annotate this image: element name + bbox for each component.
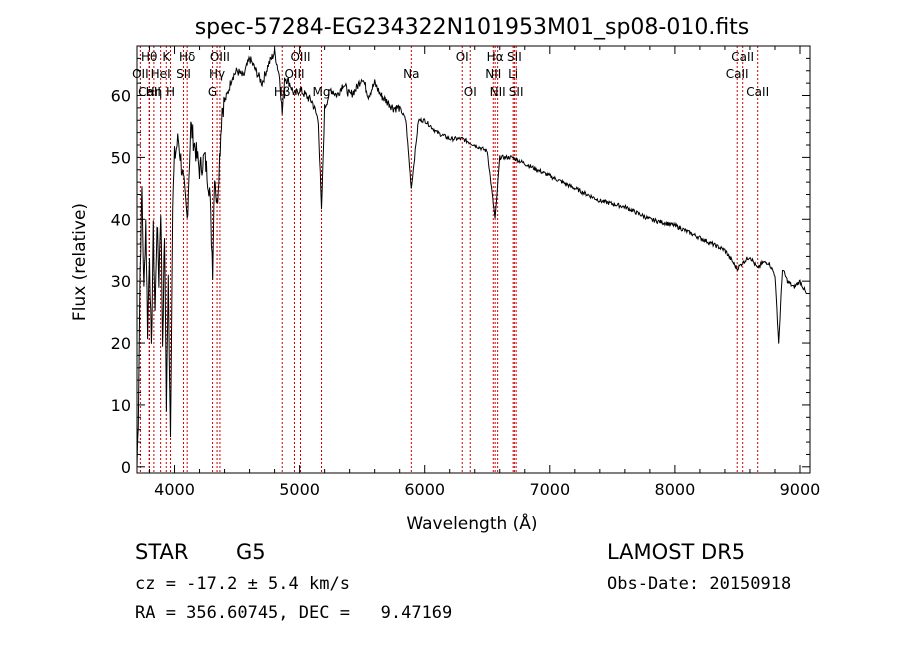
y-axis: 0 10 20 30 40 50 60: [111, 57, 810, 477]
line-label-CaII: CaII: [731, 50, 754, 64]
x-tick-label: 4000: [154, 480, 195, 499]
line-label-Hα: Hα: [487, 50, 504, 64]
line-label-Li: Li: [508, 67, 518, 81]
spectral-line-markers: [139, 46, 759, 473]
line-label-G: G: [208, 85, 217, 99]
line-label-SII: SII: [176, 67, 191, 81]
line-label-CaII: CaII: [726, 67, 749, 81]
y-tick-label: 50: [111, 148, 131, 167]
y-axis-label: Flux (relative): [70, 203, 90, 321]
line-label-OI: OI: [456, 50, 469, 64]
x-tick-label: 6000: [404, 480, 445, 499]
line-label-OII: OII: [132, 67, 149, 81]
y-tick-label: 10: [111, 396, 131, 415]
y-tick-label: 40: [111, 210, 131, 229]
line-label-Hη: Hη: [146, 85, 163, 99]
line-label-NII: NII: [485, 67, 501, 81]
y-tick-label: 60: [111, 87, 131, 106]
line-label-Hγ: Hγ: [209, 67, 225, 81]
x-axis: 4000 5000 6000 7000 8000 9000: [149, 46, 821, 499]
line-label-SII: SII: [507, 50, 522, 64]
line-label-Hδ: Hδ: [179, 50, 195, 64]
obs-date: Obs-Date: 20150918: [607, 574, 792, 594]
x-tick-label: 7000: [529, 480, 570, 499]
line-label-Na: Na: [403, 67, 419, 81]
chart-title: spec-57284-EG234322N101953M01_sp08-010.f…: [195, 15, 750, 40]
line-label-Mg: Mg: [313, 85, 331, 99]
line-label-NII: NII: [490, 85, 506, 99]
line-label-Hθ: Hθ: [141, 50, 157, 64]
object-class: STAR: [135, 540, 189, 564]
y-tick-label: 30: [111, 272, 131, 291]
line-label-OIII: OIII: [284, 67, 304, 81]
line-label-SII: SII: [509, 85, 524, 99]
line-label-OIII: OIII: [210, 50, 230, 64]
line-label-Hβ: Hβ: [274, 85, 291, 99]
y-tick-label: 0: [121, 458, 131, 477]
x-axis-label: Wavelength (Å): [406, 512, 537, 534]
plot-frame: [136, 45, 811, 474]
spectrum-line: [136, 48, 807, 468]
redshift-cz: cz = -17.2 ± 5.4 km/s: [135, 574, 350, 594]
survey-name: LAMOST DR5: [607, 540, 746, 564]
coordinates: RA = 356.60745, DEC = 9.47169: [135, 603, 453, 623]
x-tick-label: 9000: [780, 480, 821, 499]
line-label-OI: OI: [464, 85, 477, 99]
line-label-OIII: OIII: [290, 50, 310, 64]
x-tick-label: 8000: [655, 480, 696, 499]
line-label-CaII: CaII: [746, 85, 769, 99]
y-tick-label: 20: [111, 334, 131, 353]
line-label-K: K: [162, 50, 171, 64]
x-tick-label: 5000: [279, 480, 320, 499]
line-label-H: H: [166, 85, 175, 99]
line-label-HeI: HeI: [151, 67, 171, 81]
object-subclass: G5: [236, 540, 266, 564]
